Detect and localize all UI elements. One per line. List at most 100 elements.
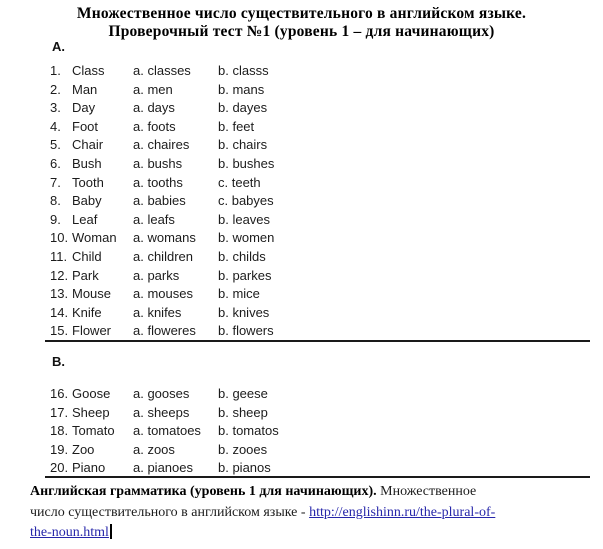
item-word: Tooth: [72, 174, 104, 190]
option-b: c. teeth: [218, 174, 261, 190]
test-item-row: 12. Park a. parks b. parkes: [0, 267, 603, 286]
item-word: Leaf: [72, 211, 98, 227]
item-number: 8.: [50, 193, 61, 209]
item-word: Park: [72, 267, 99, 283]
item-number: 4.: [50, 118, 61, 134]
item-word: Mouse: [72, 286, 112, 302]
test-item-row: 15. Flower a. floweres b. flowers: [0, 322, 603, 341]
option-a: a. mouses: [133, 286, 193, 302]
item-number: 6.: [50, 155, 61, 171]
test-item-row: 3. Day a. days b. dayes: [0, 99, 603, 118]
option-b: b. pianos: [218, 460, 271, 476]
option-a: a. children: [133, 248, 193, 264]
test-item-row: 13. Mouse a. mouses b. mice: [0, 285, 603, 304]
footer-line-2: число существительного в английском язык…: [30, 503, 600, 524]
option-a: a. days: [133, 100, 175, 116]
item-word: Man: [72, 81, 98, 97]
test-item-row: 8. Baby a. babies c. babyes: [0, 192, 603, 211]
item-number: 5.: [50, 137, 61, 153]
option-b: b. chairs: [218, 137, 268, 153]
item-word: Foot: [72, 118, 99, 134]
item-number: 2.: [50, 81, 61, 97]
section-a-rows: 1. Class a. classes b. classs 2. Man a. men b. …: [0, 62, 603, 341]
item-number: 18.: [50, 423, 69, 439]
item-number: 12.: [50, 267, 69, 283]
item-number: 10.: [50, 230, 69, 246]
option-a: a. womans: [133, 230, 196, 246]
item-word: Child: [72, 248, 102, 264]
option-a: a. floweres: [133, 323, 196, 339]
option-b: b. mice: [218, 286, 260, 302]
option-b: b. parkes: [218, 267, 272, 283]
option-a: a. parks: [133, 267, 180, 283]
section-divider-bottom: [45, 476, 590, 478]
option-b: b. dayes: [218, 100, 268, 116]
test-item-row: 1. Class a. classes b. classs: [0, 62, 603, 81]
section-b-label: В.: [52, 354, 65, 369]
test-item-row: 5. Chair a. chaires b. chairs: [0, 136, 603, 155]
item-word: Knife: [72, 304, 102, 320]
option-a: a. chaires: [133, 137, 190, 153]
footer-line-3: the-noun.html: [30, 523, 600, 544]
item-word: Day: [72, 100, 96, 116]
source-link-part-1[interactable]: http://englishinn.ru/the-plural-of-: [309, 504, 496, 520]
item-number: 16.: [50, 386, 69, 401]
item-number: 3.: [50, 100, 61, 116]
item-word: Bush: [72, 155, 102, 171]
test-item-row: 6. Bush a. bushs b. bushes: [0, 155, 603, 174]
item-number: 19.: [50, 441, 69, 457]
title-line-2: Проверочный тест №1 (уровень 1 – для нач…: [108, 22, 495, 40]
section-a-label: А.: [52, 39, 65, 54]
option-b: b. classs: [218, 63, 269, 78]
title-line-1: Множественное число существительного в а…: [76, 5, 527, 22]
document-title: Множественное число существительного в а…: [0, 5, 603, 40]
option-b: b. childs: [218, 248, 266, 264]
option-b: b. zooes: [218, 441, 268, 457]
test-item-row: 19. Zoo a. zoos b. zooes: [0, 441, 603, 460]
item-word: Tomato: [72, 423, 115, 439]
option-a: a. knifes: [133, 304, 182, 320]
option-a: a. sheeps: [133, 404, 190, 420]
item-word: Sheep: [72, 404, 110, 420]
test-item-row: 9. Leaf a. leafs b. leaves: [0, 211, 603, 230]
footer-paragraph: Английская грамматика (уровень 1 для нач…: [30, 482, 600, 544]
item-word: Goose: [72, 386, 111, 401]
test-item-row: 7. Tooth a. tooths c. teeth: [0, 174, 603, 193]
item-word: Class: [72, 63, 105, 78]
item-word: Piano: [72, 460, 106, 476]
item-word: Flower: [72, 323, 112, 339]
footer-regular-text: Множественное: [376, 484, 477, 499]
item-number: 15.: [50, 323, 69, 339]
item-number: 14.: [50, 304, 69, 320]
footer-line-1: Английская грамматика (уровень 1 для нач…: [30, 482, 600, 503]
option-b: b. tomatos: [218, 423, 279, 439]
option-a: a. men: [133, 81, 173, 97]
option-a: a. babies: [133, 193, 186, 209]
text-caret: [109, 524, 112, 539]
test-item-row: 10. Woman a. womans b. women: [0, 229, 603, 248]
option-b: b. women: [218, 230, 275, 246]
test-item-row: 11. Child a. children b. childs: [0, 248, 603, 267]
option-a: a. leafs: [133, 211, 175, 227]
option-b: b. bushes: [218, 155, 275, 171]
item-word: Chair: [72, 137, 104, 153]
option-b: b. flowers: [218, 323, 274, 339]
item-number: 13.: [50, 286, 69, 302]
option-b: b. mans: [218, 81, 265, 97]
option-b: b. leaves: [218, 211, 271, 227]
test-item-row: 14. Knife a. knifes b. knives: [0, 304, 603, 323]
item-word: Zoo: [72, 441, 95, 457]
item-word: Baby: [72, 193, 102, 209]
test-item-row: 4. Foot a. foots b. feet: [0, 118, 603, 137]
item-number: 17.: [50, 404, 69, 420]
test-item-row: 20. Piano a. pianoes b. pianos: [0, 459, 603, 478]
option-a: a. bushs: [133, 155, 183, 171]
source-link-part-2[interactable]: the-noun.html: [30, 525, 109, 540]
option-b: b. knives: [218, 304, 270, 320]
section-divider-top: [45, 340, 590, 342]
option-a: a. tooths: [133, 174, 183, 190]
item-word: Woman: [72, 230, 117, 246]
option-b: b. feet: [218, 118, 255, 134]
option-a: a. tomatoes: [133, 423, 201, 439]
test-item-row: 18. Tomato a. tomatoes b. tomatos: [0, 422, 603, 441]
